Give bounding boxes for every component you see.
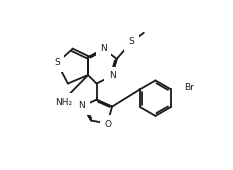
Text: O: O — [105, 120, 112, 129]
Text: N: N — [109, 71, 115, 80]
Text: NH₂: NH₂ — [55, 98, 72, 107]
Text: N: N — [100, 44, 107, 53]
Text: N: N — [79, 101, 85, 110]
Text: S: S — [129, 37, 134, 46]
Text: S: S — [54, 58, 60, 67]
Text: Br: Br — [185, 83, 195, 92]
